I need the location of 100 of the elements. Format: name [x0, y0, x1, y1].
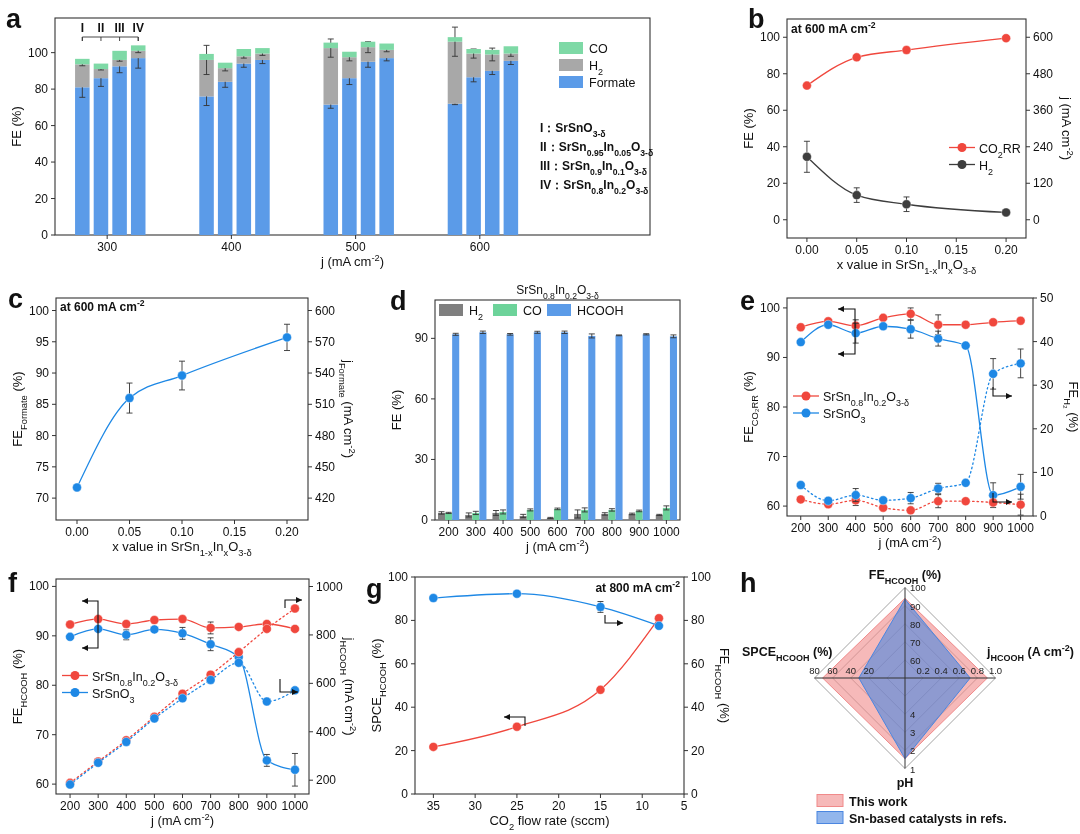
text: 40 — [845, 665, 856, 676]
x-axis-title: j (mA cm$^{-2}$) — [524, 538, 590, 554]
legend-label: SrSnO$_{3}$ — [823, 407, 866, 425]
y2-tick-label: 100 — [691, 570, 712, 584]
x-tick-label: 500 — [345, 240, 366, 254]
x-tick-label: 300 — [97, 240, 118, 254]
y2-tick-label: 480 — [1033, 66, 1054, 81]
x-tick-label: 0.15 — [222, 525, 247, 539]
y-tick-label: 0 — [41, 228, 49, 242]
y2-tick-label: 540 — [315, 366, 336, 381]
legend-label: SrSnO$_{3}$ — [92, 686, 135, 705]
x-tick-label: 900 — [256, 799, 278, 813]
y2-tick-label: 570 — [315, 334, 336, 349]
y-tick-label: 60 — [414, 391, 429, 406]
x-tick-label: 600 — [900, 521, 922, 535]
x-tick-label: 0.10 — [894, 243, 919, 257]
x-tick-label: 400 — [221, 240, 242, 254]
spoke-label: j$_{HCOOH}$ (A cm$^{-2}$) — [986, 643, 1074, 663]
x-tick-label: 1000 — [281, 799, 309, 813]
y-tick-label: 80 — [34, 82, 49, 97]
y-tick-label: 70 — [35, 491, 50, 506]
annotation: I：SrSnO$_{3-δ}$ — [540, 121, 606, 139]
annotation: III — [114, 21, 125, 35]
y2-tick-label: 80 — [691, 613, 705, 628]
spoke-label: pH — [896, 775, 914, 790]
x-axis-title: CO$_{2}$ flow rate (sccm) — [489, 813, 610, 832]
y-tick-label: 0 — [773, 212, 781, 227]
chart-title: a — [6, 4, 22, 34]
text: 0.2 — [916, 665, 930, 676]
text: 1 — [910, 763, 916, 775]
y2-tick-label: 10 — [1040, 465, 1054, 480]
y-tick-label: 70 — [766, 449, 781, 464]
x-tick-label: 0.20 — [994, 243, 1019, 257]
legend-label: This work — [849, 794, 908, 809]
text: 2 — [910, 745, 916, 757]
x-tick-label: 0.15 — [944, 243, 969, 257]
y-tick-label: 60 — [766, 103, 781, 118]
x-tick-label: 0.00 — [65, 525, 89, 539]
y-tick-label: 100 — [759, 300, 781, 315]
legend-label: SrSn$_{0.8}$In$_{0.2}$O$_{3-δ}$ — [823, 390, 910, 408]
text: 90 — [910, 600, 921, 612]
x-axis-title: x value in SrSn$_{1-x}$In$_{x}$O$_{3-δ}$ — [836, 257, 977, 276]
chart-title: d — [390, 286, 407, 316]
y-tick-label: 60 — [766, 499, 781, 514]
chart-subtitle: SrSn$_{0.8}$In$_{0.2}$O$_{3-δ}$ — [516, 283, 599, 301]
annotation: II — [97, 21, 105, 35]
y-tick-label: 80 — [394, 613, 409, 628]
y2-tick-label: 20 — [1040, 421, 1054, 436]
text: 60 — [827, 665, 838, 676]
y-tick-label: 90 — [35, 366, 50, 381]
y2-tick-label: 30 — [1040, 378, 1054, 393]
y-tick-label: 100 — [27, 45, 49, 60]
y-tick-label: 100 — [759, 30, 781, 45]
text: 1.0 — [988, 665, 1003, 676]
y-tick-label: 40 — [766, 139, 781, 154]
x-axis-title: j (mA cm$^{-2}$) — [319, 253, 385, 269]
x-axis-title: x value in SrSn$_{1-x}$In$_{x}$O$_{3-δ}$ — [112, 539, 252, 558]
x-tick-label: 800 — [228, 799, 250, 813]
x-tick-label: 200 — [438, 525, 459, 539]
y2-tick-label: 200 — [316, 773, 337, 788]
x-axis-title: j (mA cm$^{-2}$) — [149, 812, 215, 828]
text: 80 — [910, 618, 921, 630]
x-tick-label: 0.20 — [275, 525, 299, 539]
annotation: at 600 mA cm$^{-2}$ — [60, 298, 145, 314]
annotation: IV：SrSn$_{0.8}$In$_{0.2}$O$_{3-δ}$ — [540, 178, 649, 196]
x-tick-label: 800 — [955, 521, 976, 535]
x-tick-label: 400 — [845, 521, 867, 535]
y2-tick-label: 0 — [1040, 509, 1047, 523]
x-tick-label: 0.05 — [845, 243, 869, 257]
chart-title: c — [8, 284, 24, 314]
y-axis-title: FE (%) — [9, 106, 24, 147]
y-tick-label: 0 — [421, 513, 429, 527]
legend-label: H$_{2}$ — [589, 59, 604, 77]
y-tick-label: 80 — [766, 400, 781, 414]
y2-tick-label: 420 — [315, 491, 336, 506]
x-tick-label: 300 — [465, 525, 487, 539]
y-tick-label: 85 — [35, 397, 50, 412]
x-tick-label: 700 — [200, 799, 221, 813]
y-tick-label: 60 — [35, 777, 50, 792]
text: 20 — [863, 665, 875, 676]
y-tick-label: 60 — [394, 656, 409, 671]
x-tick-label: 700 — [928, 521, 949, 535]
legend-label: H$_{2}$ — [469, 304, 484, 322]
legend-label: H$_{2}$ — [979, 158, 994, 177]
x-tick-label: 200 — [60, 799, 81, 813]
y2-tick-label: 1000 — [316, 579, 344, 594]
y-tick-label: 20 — [766, 176, 781, 191]
y-tick-label: 90 — [35, 628, 50, 643]
x-tick-label: 900 — [629, 525, 650, 539]
y-tick-label: 80 — [35, 428, 50, 443]
x-tick-label: 200 — [790, 521, 812, 535]
y-tick-label: 90 — [766, 350, 781, 365]
y2-tick-label: 120 — [1033, 176, 1054, 191]
legend-label: CO$_{2}$RR — [979, 141, 1021, 160]
y-tick-label: 95 — [35, 334, 50, 349]
y-tick-label: 20 — [34, 191, 49, 206]
y-tick-label: 90 — [414, 331, 429, 346]
y2-tick-label: 240 — [1033, 139, 1054, 154]
annotation: II：SrSn$_{0.95}$In$_{0.05}$O$_{3-δ}$ — [540, 140, 654, 158]
legend-label: Formate — [589, 76, 636, 90]
